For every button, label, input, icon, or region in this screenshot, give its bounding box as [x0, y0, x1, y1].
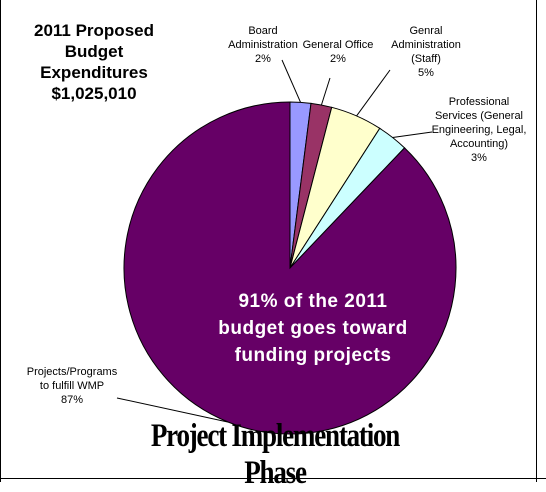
- slice-label-line: Projects/Programs: [26, 366, 118, 378]
- frame-left-border: [0, 0, 1, 482]
- leader-line: [356, 69, 391, 117]
- pie-slice: [123, 101, 457, 435]
- slice-label-line: General Office: [302, 39, 374, 51]
- leader-line: [281, 59, 301, 103]
- chart-title-line-3: $1,025,010: [51, 84, 137, 103]
- chart-title-line-2: Expenditures: [40, 63, 148, 82]
- slice-label-line: Board: [248, 25, 278, 37]
- slice-label-genral-administration: Genral Administration (Staff) 5%: [383, 24, 469, 80]
- slice-label-line: Accounting): [449, 138, 509, 150]
- slice-label-professional-services: Professional Services (General Engineeri…: [426, 95, 532, 165]
- budget-callout-line-1: 91% of the 2011: [238, 291, 388, 312]
- frame-bottom-border: [0, 478, 546, 479]
- frame-right-border: [536, 0, 537, 482]
- slice-label-line: Professional: [448, 96, 510, 108]
- slice-label-line: (Staff): [411, 53, 441, 65]
- budget-callout-line-2: budget goes toward: [218, 318, 408, 339]
- slice-label-line: Administration: [391, 39, 461, 51]
- slice-percent: 3%: [471, 152, 487, 164]
- slice-label-board-administration: Board Administration 2%: [218, 24, 308, 66]
- pie-chart: [116, 59, 457, 435]
- chart-title-line-1: 2011 Proposed Budget: [33, 21, 154, 61]
- leader-line: [392, 131, 433, 139]
- leader-line: [116, 397, 229, 423]
- slice-label-line: Services (General: [434, 110, 524, 122]
- budget-callout: 91% of the 2011 budget goes toward fundi…: [185, 288, 441, 369]
- slice-label-line: to fulfill WMP: [39, 380, 105, 392]
- slice-percent: 2%: [330, 53, 346, 65]
- slice-label-line: Administration: [228, 39, 298, 51]
- phase-banner: Project Implementation Phase: [150, 418, 400, 491]
- slice-percent: 2%: [255, 53, 271, 65]
- slice-percent: 5%: [418, 67, 434, 79]
- slice-label-projects-programs: Projects/Programs to fulfill WMP 87%: [20, 365, 124, 407]
- slice-label-line: Engineering, Legal,: [431, 124, 527, 136]
- slice-label-general-office: General Office 2%: [298, 38, 378, 66]
- slice-label-line: Genral: [409, 25, 443, 37]
- budget-callout-line-3: funding projects: [234, 345, 392, 366]
- leader-line: [320, 77, 331, 106]
- chart-title: 2011 Proposed Budget Expenditures $1,025…: [4, 20, 184, 104]
- slice-percent: 87%: [60, 394, 84, 406]
